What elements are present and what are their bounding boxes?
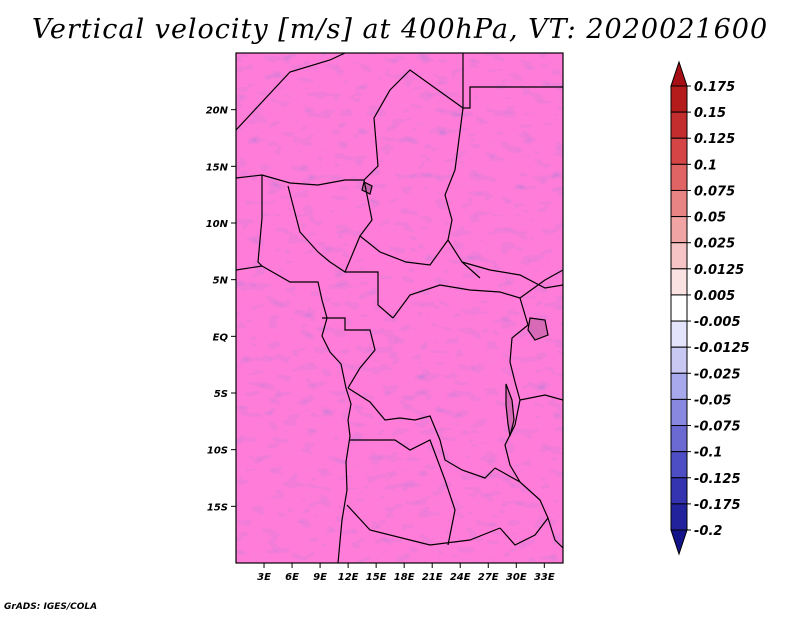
colorbar-label: 0.1: [694, 158, 717, 173]
colorbar: 0.175 0.15 0.125 0.1 0.075 0.05 0.025 0.0125 0.0…: [670, 60, 750, 556]
colorbar-segment: [670, 163, 688, 191]
colorbar-segment: [670, 320, 688, 348]
colorbar-label: 0.05: [694, 211, 726, 226]
map-frame: [235, 52, 564, 564]
border-cameroon-south: [345, 271, 394, 319]
colorbar-min-triangle: [670, 529, 688, 556]
colorbar-segment: [670, 268, 688, 296]
colorbar-label: 0.025: [694, 237, 735, 252]
chart-title: Vertical velocity [m/s] at 400hPa, VT: 2…: [31, 14, 769, 45]
border-tanzania: [519, 394, 563, 401]
lake-chad: [361, 181, 373, 195]
colorbar-label: -0.025: [694, 367, 741, 382]
lon-tick-label: 21E: [422, 572, 443, 583]
colorbar-label: 0.125: [694, 132, 735, 147]
colorbar-segment: [670, 137, 688, 165]
lon-tick-label: 27E: [478, 572, 499, 583]
colorbar-label: 0.005: [694, 289, 735, 304]
border-nigeria-benin: [257, 175, 263, 267]
colorbar-segment: [670, 425, 688, 453]
border-drc-east: [504, 297, 529, 483]
colorbar-segment: [670, 346, 688, 374]
colorbar-segment: [670, 294, 688, 322]
colorbar-segment: [670, 242, 688, 270]
coastline-west-africa: [236, 265, 352, 563]
colorbar-segment: [670, 85, 688, 113]
border-drc-angola: [347, 387, 496, 479]
colorbar-segment: [670, 398, 688, 427]
lat-tick-label: 15N: [206, 162, 229, 173]
lon-tick-label: 9E: [313, 572, 327, 583]
colorbar-label: -0.175: [694, 498, 741, 513]
lon-tick-label: 24E: [450, 572, 471, 583]
colorbar-label: -0.0125: [694, 341, 750, 356]
lat-tick-label: 15S: [207, 502, 228, 513]
border-chad-car: [359, 179, 449, 266]
border-angola-namibia: [346, 504, 501, 546]
colorbar-segment: [670, 111, 688, 139]
colorbar-segment: [670, 372, 688, 400]
colorbar-label: -0.05: [694, 393, 731, 408]
colorbar-segment: [670, 189, 688, 218]
border-angola-zambia: [350, 439, 456, 546]
colorbar-label: 0.075: [694, 184, 735, 199]
longitude-axis: 3E 6E 9E 12E 15E 18E 21E 24E 27E 30E 33E: [257, 563, 555, 583]
border-gabon-congo: [322, 317, 376, 389]
political-borders: [236, 53, 563, 563]
border-algeria-libya: [236, 53, 346, 131]
colorbar-segment: [670, 477, 688, 505]
lake-tanganyika: [505, 383, 515, 437]
lon-tick-label: 3E: [257, 572, 271, 583]
colorbar-label: -0.075: [694, 420, 741, 435]
colorbar-segment: [670, 451, 688, 479]
colorbar-label: -0.1: [694, 446, 722, 461]
lon-tick-label: 15E: [366, 572, 387, 583]
lat-tick-label: 5N: [213, 276, 229, 287]
lon-tick-label: 33E: [534, 572, 555, 583]
border-mozambique: [547, 517, 563, 549]
lon-tick-label: 6E: [285, 572, 299, 583]
lat-tick-label: EQ: [213, 332, 229, 343]
colorbar-label: -0.125: [694, 472, 741, 487]
colorbar-max-triangle: [670, 60, 688, 87]
vertical-velocity-field: [236, 53, 563, 563]
colorbar-segment: [670, 216, 688, 244]
lat-tick-label: 20N: [206, 106, 229, 117]
colorbar-label: 0.175: [694, 80, 735, 95]
border-nigeria-cameroon: [287, 185, 361, 273]
lat-tick-label: 10S: [207, 446, 228, 457]
colorbar-label: 0.15: [694, 106, 726, 121]
latitude-axis: 20N 15N 10N 5N EQ 5S 10S 15S: [206, 106, 236, 513]
colorbar-label: -0.2: [694, 524, 722, 539]
border-car-drc: [392, 284, 521, 319]
colorbar-segment: [670, 503, 688, 531]
lon-tick-label: 30E: [506, 572, 527, 583]
lat-tick-label: 5S: [214, 389, 228, 400]
border-east-africa: [519, 269, 563, 299]
colorbar-label: -0.005: [694, 315, 741, 330]
lon-tick-label: 12E: [338, 572, 359, 583]
software-credit: GrADS: IGES/COLA: [4, 602, 98, 612]
lon-tick-label: 18E: [394, 572, 415, 583]
lake-victoria: [527, 317, 549, 341]
lat-tick-label: 10N: [206, 219, 229, 230]
border-sudan-south-sudan: [461, 261, 563, 289]
border-libya-egypt: [462, 53, 563, 109]
colorbar-label: 0.0125: [694, 263, 744, 278]
map-panel: [235, 52, 564, 564]
